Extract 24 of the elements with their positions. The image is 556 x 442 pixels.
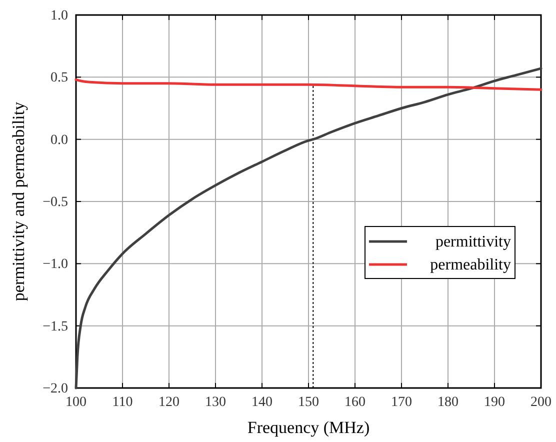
y-tick-label: 1.0 (50, 8, 68, 24)
line-series (74, 67, 542, 390)
x-tick-label: 120 (158, 394, 180, 410)
y-tick-label: −2.0 (42, 381, 68, 396)
x-tick-label: 140 (252, 394, 272, 410)
y-tick-label: −1.0 (42, 257, 68, 272)
y-tick-label: −0.5 (42, 194, 68, 210)
x-tick-label: 130 (205, 394, 226, 410)
x-tick-label: 100 (66, 394, 86, 410)
legend-label: permeability (430, 256, 511, 274)
x-tick-label: 110 (112, 394, 133, 410)
y-tick-label: −1.5 (42, 319, 68, 334)
legend-label: permittivity (435, 234, 511, 250)
y-tick-label: 0.5 (50, 70, 68, 86)
y-tick-label: 0.0 (50, 132, 68, 148)
x-tick-label: 190 (484, 394, 505, 410)
x-tick-label: 200 (530, 394, 552, 410)
x-tick-label: 170 (391, 394, 412, 410)
y-axis-title: permittivity and permeability (9, 101, 28, 302)
line-series (74, 78, 542, 91)
x-tick-label: 150 (298, 394, 319, 410)
x-tick-label: 180 (438, 394, 458, 410)
x-axis-title: Frequency (MHz) (247, 418, 370, 437)
x-tick-label: 160 (344, 394, 366, 410)
